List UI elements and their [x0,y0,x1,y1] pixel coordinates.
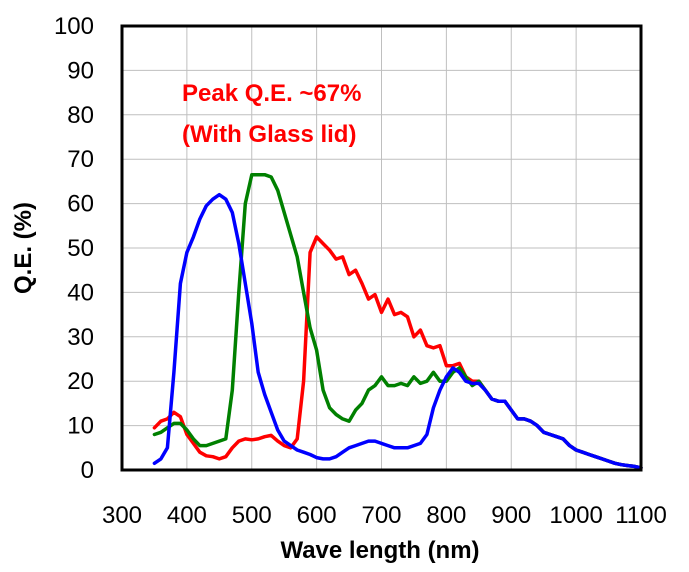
x-tick-label: 600 [297,502,337,529]
y-tick-label: 40 [67,279,94,306]
x-tick-label: 300 [102,502,142,529]
x-tick-label: 800 [426,502,466,529]
y-axis-title: Q.E. (%) [10,202,37,294]
y-tick-label: 0 [81,457,94,484]
y-tick-label: 100 [54,13,94,40]
y-tick-label: 50 [67,235,94,262]
y-tick-labels: 0 10 20 30 40 50 60 70 80 90 100 [54,13,94,484]
series-line-blue [152,192,643,470]
x-tick-labels: 300 400 500 600 700 800 900 1000 1100 [102,502,667,529]
x-tick-label: 500 [232,502,272,529]
y-tick-label: 30 [67,324,94,351]
x-tick-label: 400 [167,502,207,529]
y-tick-label: 90 [67,57,94,84]
series-line-green [152,172,643,470]
x-tick-label: 900 [491,502,531,529]
plot-frame [120,24,643,472]
x-axis-title: Wave length (nm) [280,537,479,564]
annotation-glass-lid: (With Glass lid) [182,121,356,148]
y-tick-label: 20 [67,368,94,395]
x-tick-label: 1100 [615,502,667,529]
x-tick-label: 700 [361,502,401,529]
y-tick-label: 80 [67,102,94,129]
y-tick-label: 70 [67,146,94,173]
y-tick-label: 60 [67,191,94,218]
annotation-peak-qe: Peak Q.E. ~67% [182,80,361,107]
series-lines [152,172,643,470]
x-tick-label: 1000 [549,502,602,529]
y-tick-label: 10 [67,413,94,440]
